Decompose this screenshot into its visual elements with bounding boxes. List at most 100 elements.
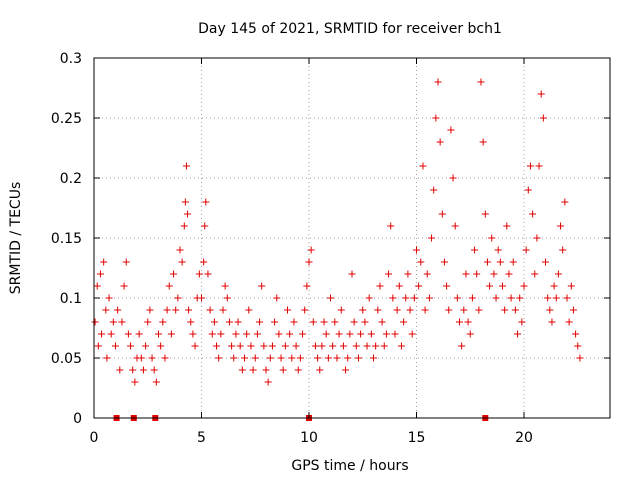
data-point bbox=[417, 258, 425, 266]
data-point bbox=[434, 78, 442, 86]
data-point bbox=[314, 354, 322, 362]
data-point bbox=[402, 294, 410, 302]
data-point bbox=[286, 330, 294, 338]
data-point bbox=[436, 138, 444, 146]
data-point bbox=[165, 282, 173, 290]
data-point bbox=[131, 378, 139, 386]
data-point bbox=[451, 222, 459, 230]
data-point bbox=[357, 330, 365, 338]
data-point bbox=[181, 198, 189, 206]
data-point bbox=[535, 162, 543, 170]
data-point bbox=[316, 366, 324, 374]
data-point bbox=[425, 294, 433, 302]
data-point bbox=[202, 198, 210, 206]
data-point bbox=[148, 354, 156, 362]
data-point bbox=[335, 330, 343, 338]
data-point bbox=[339, 342, 347, 350]
data-point bbox=[318, 342, 326, 350]
x-tick-label: 15 bbox=[408, 430, 426, 446]
data-point bbox=[228, 342, 236, 350]
data-point bbox=[163, 306, 171, 314]
data-point bbox=[208, 330, 216, 338]
data-point bbox=[490, 270, 498, 278]
data-point bbox=[337, 306, 345, 314]
data-point bbox=[292, 342, 300, 350]
data-point bbox=[253, 330, 261, 338]
data-point bbox=[544, 294, 552, 302]
data-point bbox=[376, 282, 384, 290]
data-point bbox=[105, 294, 113, 302]
data-point bbox=[275, 330, 283, 338]
data-point bbox=[479, 138, 487, 146]
data-point bbox=[114, 306, 122, 314]
data-point bbox=[382, 330, 390, 338]
data-point bbox=[122, 258, 130, 266]
x-tick-label: 10 bbox=[300, 430, 318, 446]
data-point bbox=[539, 114, 547, 122]
data-point bbox=[135, 330, 143, 338]
data-point bbox=[516, 294, 524, 302]
data-point bbox=[524, 186, 532, 194]
data-point bbox=[127, 342, 135, 350]
data-point bbox=[518, 318, 526, 326]
data-point bbox=[303, 282, 311, 290]
data-point bbox=[344, 354, 352, 362]
data-point bbox=[129, 366, 137, 374]
data-point bbox=[348, 270, 356, 278]
y-tick-label: 0.1 bbox=[60, 291, 82, 307]
data-point bbox=[159, 318, 167, 326]
data-point bbox=[501, 306, 509, 314]
data-point bbox=[277, 354, 285, 362]
data-point bbox=[191, 342, 199, 350]
data-point bbox=[281, 342, 289, 350]
data-point bbox=[496, 258, 504, 266]
data-point bbox=[481, 210, 489, 218]
data-point bbox=[475, 306, 483, 314]
data-point bbox=[458, 342, 466, 350]
data-point bbox=[511, 306, 519, 314]
data-point bbox=[279, 366, 287, 374]
y-tick-label: 0.3 bbox=[60, 51, 82, 67]
data-point bbox=[172, 306, 180, 314]
y-tick-labels: 0 0.05 0.1 0.15 0.2 0.25 0.3 bbox=[51, 51, 82, 427]
data-point bbox=[363, 342, 371, 350]
data-point bbox=[309, 318, 317, 326]
data-point bbox=[359, 306, 367, 314]
grid bbox=[94, 58, 610, 418]
data-point bbox=[245, 306, 253, 314]
data-point bbox=[243, 330, 251, 338]
data-point bbox=[258, 282, 266, 290]
data-point bbox=[96, 270, 104, 278]
data-point bbox=[462, 270, 470, 278]
data-point bbox=[198, 294, 205, 302]
data-point bbox=[410, 294, 418, 302]
data-point bbox=[271, 318, 279, 326]
data-point bbox=[290, 318, 298, 326]
data-point bbox=[380, 342, 388, 350]
data-point bbox=[421, 306, 429, 314]
data-point bbox=[139, 366, 147, 374]
data-point bbox=[299, 330, 307, 338]
data-point bbox=[120, 282, 128, 290]
data-point bbox=[531, 270, 539, 278]
data-point bbox=[144, 318, 152, 326]
data-point bbox=[221, 282, 229, 290]
data-point bbox=[93, 282, 101, 290]
data-point bbox=[189, 330, 197, 338]
data-point bbox=[146, 306, 154, 314]
data-point bbox=[395, 282, 403, 290]
data-point bbox=[415, 282, 423, 290]
y-tick-label: 0 bbox=[73, 411, 82, 427]
data-point bbox=[225, 318, 233, 326]
data-point bbox=[483, 258, 491, 266]
data-point bbox=[262, 366, 270, 374]
data-point bbox=[107, 330, 115, 338]
data-point bbox=[100, 258, 108, 266]
data-point bbox=[331, 318, 339, 326]
data-point bbox=[404, 270, 412, 278]
data-point bbox=[488, 234, 496, 242]
data-point bbox=[329, 342, 337, 350]
data-point bbox=[187, 318, 195, 326]
data-point bbox=[445, 306, 453, 314]
